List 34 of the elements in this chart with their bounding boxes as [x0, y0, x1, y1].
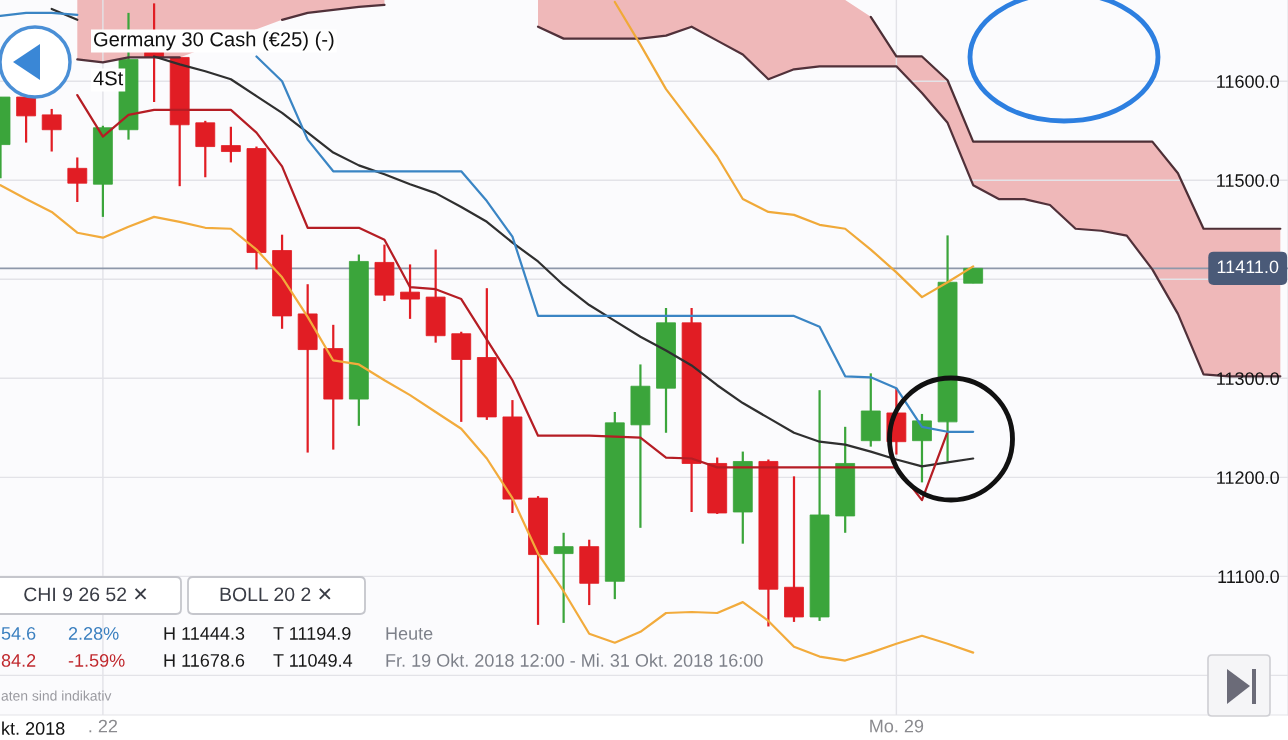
x-tick-label: . 22	[89, 719, 118, 733]
candlestick	[912, 412, 932, 484]
annotation: Fr. 19 Okt. 2018 12:00 - Mi. 31 Okt. 2018 16:00	[386, 653, 763, 667]
annotation: 2.28%	[68, 627, 119, 640]
annotation: BOLL 20 2 ✕	[220, 587, 331, 602]
y-tick-label: 11600.0	[1217, 75, 1279, 88]
candlestick	[220, 125, 241, 164]
annotation: Germany 30 Cash (€25) (-)	[94, 31, 334, 51]
annotation: 54.6	[1, 627, 36, 640]
annotation: aten sind indikativ	[1, 690, 112, 701]
annotation: Heute	[386, 627, 433, 640]
y-tick-label: 11100.0	[1218, 570, 1279, 584]
line-series	[613, 0, 975, 299]
annotation: 4St	[93, 71, 124, 86]
x-tick-label: Mo. 29	[870, 719, 924, 733]
ref-line-label: 11411.0	[1217, 260, 1279, 274]
annotation: 84.2	[1, 654, 36, 667]
candlestick	[400, 263, 420, 320]
annotation: T 11194.9	[273, 627, 351, 640]
y-tick-label: 11200.0	[1217, 471, 1279, 485]
candlestick	[67, 156, 88, 204]
line-series	[869, 15, 1282, 230]
annotation: -1.59%	[68, 654, 125, 667]
annotation: CHI 9 26 52 ✕	[24, 587, 147, 602]
text: kt. 2018	[2, 721, 65, 735]
annotation: T 11049.4	[273, 654, 353, 667]
y-tick-label: 11500.0	[1217, 174, 1279, 187]
candlestick	[553, 531, 574, 625]
candlestick	[195, 119, 216, 179]
candlestick	[41, 107, 62, 153]
line-series	[76, 93, 949, 502]
candlestick	[16, 95, 36, 144]
annotation: H 11678.6	[164, 654, 245, 667]
annotation: H 11444.3	[164, 627, 245, 640]
